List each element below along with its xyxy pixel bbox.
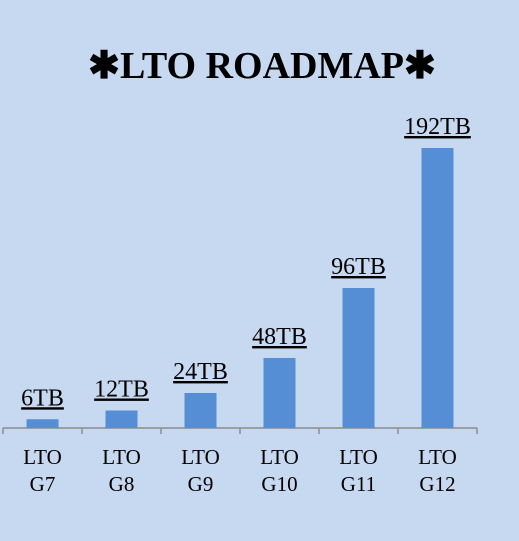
value-label: 192TB: [404, 114, 471, 140]
value-label: 6TB: [21, 385, 64, 411]
x-tick-label: LTO G11: [339, 445, 378, 496]
bar: [263, 358, 296, 428]
chart-title: ✱LTO ROADMAP✱: [88, 45, 436, 87]
value-label: 96TB: [331, 254, 386, 280]
bar: [342, 288, 375, 428]
x-tick-label-box: LTO G7: [23, 445, 62, 496]
x-tick-label-box: LTO G10: [260, 445, 299, 496]
x-tick-label-box: LTO G11: [339, 445, 378, 496]
bar: [105, 410, 138, 428]
bar: [184, 393, 217, 428]
bar: [421, 148, 454, 428]
x-tick-label: LTO G7: [23, 445, 62, 496]
value-label: 24TB: [173, 359, 228, 385]
x-tick-label: LTO G8: [102, 445, 141, 496]
x-tick-label: LTO G9: [181, 445, 220, 496]
x-tick-label-box: LTO G12: [418, 445, 457, 496]
x-tick-label: LTO G12: [418, 445, 457, 496]
x-tick-label-box: LTO G8: [102, 445, 141, 496]
bar: [26, 419, 59, 428]
value-label: 48TB: [252, 324, 307, 350]
value-label: 12TB: [94, 377, 149, 403]
x-tick-label-box: LTO G9: [181, 445, 220, 496]
x-tick-label: LTO G10: [260, 445, 299, 496]
